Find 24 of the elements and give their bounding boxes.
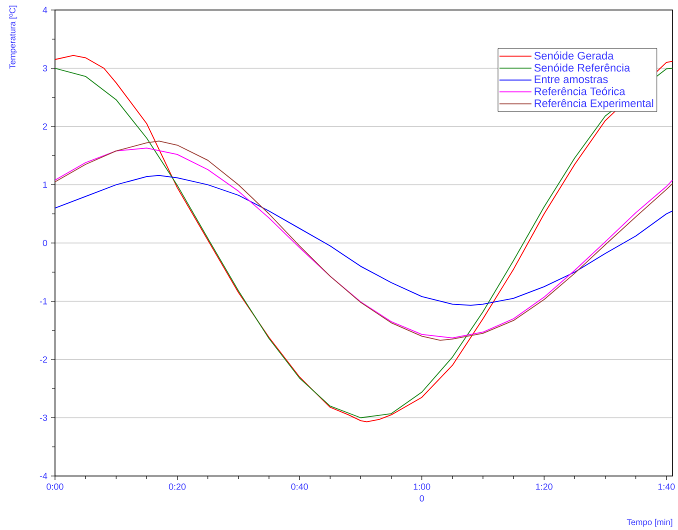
text: 0: [420, 495, 424, 502]
y-tick-label: -3: [40, 414, 48, 421]
y-axis-title: Temperatura [ºC]: [9, 6, 18, 69]
legend-label: Entre amostras: [534, 76, 608, 84]
legend-label: Referência Experimental: [534, 99, 654, 110]
x-tick-label: 1:40: [658, 484, 675, 490]
legend-label: Referência Teórica: [534, 87, 626, 96]
x-axis-title: Tempo [min]: [626, 518, 672, 527]
y-tick-label: -4: [40, 472, 48, 480]
x-tick-label: 0:20: [168, 484, 186, 490]
y-tick-label: 2: [42, 123, 48, 130]
x-tick-label: 1:00: [414, 484, 430, 490]
legend-label: Senóide Referência: [534, 63, 630, 72]
line-series: [55, 174, 673, 306]
y-tick-label: 4: [42, 6, 48, 14]
y-tick-label: -2: [40, 356, 48, 363]
x-tick-label: 0:00: [46, 484, 64, 490]
x-tick-label: 0:40: [291, 484, 308, 490]
legend-label: Senóide Gerada: [534, 51, 614, 60]
y-tick-label: 0: [42, 240, 48, 246]
y-tick-label: 3: [42, 65, 48, 72]
y-tick-label: 1: [43, 182, 48, 188]
x-tick-label: 1:20: [536, 484, 552, 490]
y-tick-label: -1: [40, 298, 48, 304]
